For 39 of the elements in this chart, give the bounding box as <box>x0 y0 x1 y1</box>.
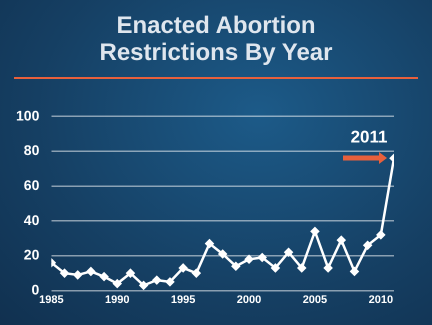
point <box>310 227 320 236</box>
point <box>350 267 359 276</box>
point <box>166 278 174 286</box>
point <box>73 270 82 280</box>
point <box>113 279 122 288</box>
point <box>244 254 254 264</box>
point <box>258 253 266 262</box>
x-tick-label: 2000 <box>236 294 262 306</box>
point <box>60 268 69 278</box>
x-tick-label: 1985 <box>39 294 64 306</box>
point <box>139 281 148 290</box>
point <box>178 264 188 272</box>
point <box>324 264 332 272</box>
point <box>363 241 372 250</box>
y-tick-label: 40 <box>24 212 40 228</box>
point <box>152 276 162 284</box>
point <box>126 268 135 278</box>
x-tick-label: 1990 <box>105 294 130 306</box>
x-tick-label: 1995 <box>170 294 196 306</box>
annotation: 2011 <box>350 127 388 146</box>
point <box>271 264 280 272</box>
x-tick-label: 2010 <box>368 294 394 306</box>
point <box>100 272 108 281</box>
y-tick-label: 0 <box>32 281 40 298</box>
point <box>284 248 293 257</box>
y-tick-label: 80 <box>24 142 40 158</box>
point <box>376 230 386 240</box>
y-tick-label: 60 <box>24 176 40 193</box>
point <box>337 236 346 244</box>
point <box>218 250 227 258</box>
point <box>298 264 306 272</box>
point <box>86 267 96 276</box>
point <box>192 268 201 278</box>
y-tick-label: 100 <box>16 107 40 124</box>
point <box>232 262 240 270</box>
y-tick-label: 20 <box>24 246 40 263</box>
point <box>205 239 214 248</box>
chart-title: Enacted Abortion Restrictions By Year <box>98 11 334 66</box>
x-tick-label: 2005 <box>302 294 328 306</box>
